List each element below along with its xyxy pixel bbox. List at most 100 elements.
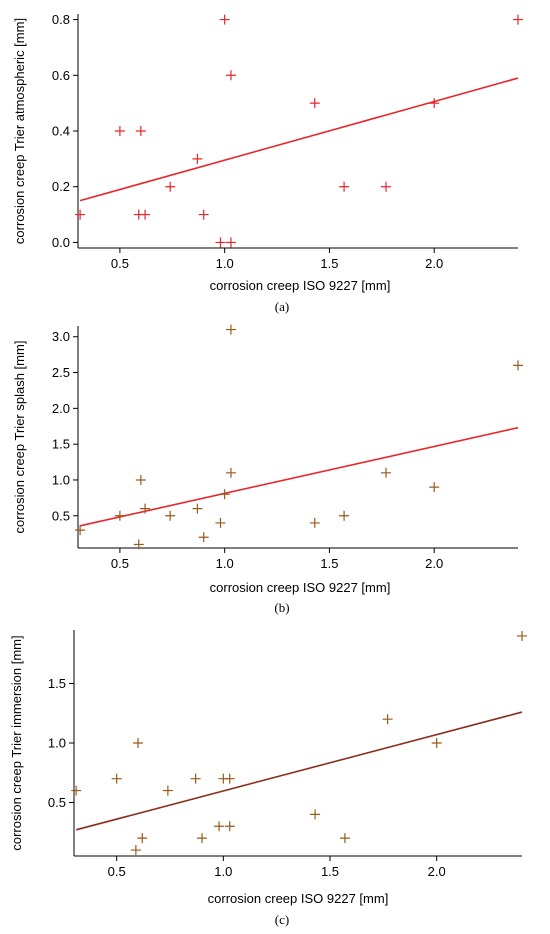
panel-c-y-axis-title: corrosion creep Trier immersion [mm]: [9, 635, 24, 850]
panel-a-y-tick-label-3: 0.6: [52, 68, 70, 83]
panel-a-y-tick-label-4: 0.8: [52, 12, 70, 27]
panel-b-y-tick-label-3: 2.0: [52, 401, 70, 416]
panel-c-data-point-1: [111, 773, 122, 784]
panel-c-label: (c): [275, 912, 289, 927]
panel-a-regression-line: [79, 77, 519, 202]
panel-b-y-tick-label-2: 1.5: [52, 437, 70, 452]
panel-b-data-point-5: [165, 510, 176, 521]
panel-a-data-point-12: [309, 98, 320, 109]
panel-b-y-tick-label-1: 1.0: [52, 472, 70, 487]
panel-b-data-point-3: [135, 474, 146, 485]
panel-c-data-point-10: [224, 773, 235, 784]
panel-c-fit: [75, 711, 523, 831]
panel-b-y-axis-title: corrosion creep Trier splash [mm]: [12, 341, 27, 534]
panel-c-data-point-6: [190, 773, 201, 784]
panel-a-fit: [79, 77, 519, 202]
panel-b-x-tick-label-1: 1.0: [216, 556, 234, 571]
panel-c-data-point-12: [310, 809, 321, 820]
panel-a-data-point-3: [135, 126, 146, 136]
panel-a-data-point-4: [140, 209, 151, 220]
panel-b-y-tick-label-5: 3.0: [52, 329, 70, 344]
panel-b-data-point-7: [198, 532, 209, 543]
panel-c-data-point-5: [162, 785, 173, 796]
panel-c-regression-line: [75, 711, 523, 831]
panel-b-data-point-13: [339, 510, 350, 521]
panel-b-data-point-2: [133, 539, 144, 550]
panel-a-data-point-14: [381, 181, 391, 192]
panel-a-y-tick-label-1: 0.2: [52, 179, 70, 194]
panel-c-data-point-4: [137, 833, 148, 844]
panel-a-points: [75, 14, 523, 248]
panel-c-data-point-7: [197, 833, 207, 844]
panel-c-data-point-0: [71, 785, 82, 796]
panel-a-data-point-1: [114, 126, 125, 136]
panel-a-x-tick-label-2: 1.5: [320, 256, 338, 271]
panel-a-data-point-16: [513, 14, 523, 25]
panel-b-fit: [79, 426, 519, 527]
panel-b-data-point-15: [429, 482, 440, 493]
panel-a-x-tick-label-3: 2.0: [425, 256, 443, 271]
panel-a-data-point-11: [225, 237, 236, 248]
panel-b-x-tick-label-0: 0.5: [111, 556, 129, 571]
panel-b-data-point-11: [225, 467, 236, 478]
panel-b-data-point-0: [75, 525, 86, 536]
panel-c-data-point-2: [130, 845, 141, 856]
panel-b-data-point-8: [215, 517, 226, 528]
panel-b-label: (b): [274, 600, 289, 615]
panel-b-x-tick-label-2: 1.5: [320, 556, 338, 571]
panel-a-x-axis-title: corrosion creep ISO 9227 [mm]: [210, 278, 391, 293]
panel-c-x-axis-title: corrosion creep ISO 9227 [mm]: [208, 891, 389, 906]
panel-a-data-point-8: [215, 237, 226, 248]
panel-a-data-point-15: [429, 98, 440, 109]
panel-c-y-tick-label-1: 1.0: [48, 736, 66, 751]
panel-b-data-point-16: [513, 360, 523, 371]
panel-c-data-point-8: [214, 821, 225, 832]
panel-c-x-tick-label-0: 0.5: [108, 864, 126, 879]
panel-a-y-tick-label-2: 0.4: [52, 124, 70, 139]
panel-a-data-point-7: [198, 209, 209, 220]
panel-c-y-tick-label-0: 0.5: [48, 795, 66, 810]
panel-c-y-tick-label-2: 1.5: [48, 676, 66, 691]
panel-a-y-axis-title: corrosion creep Trier atmospheric [mm]: [12, 18, 27, 244]
panel-a-ticks: 0.5 1.0 1.5 2.0 0.0 0.2 0.4 0.6 0.8: [52, 12, 443, 271]
panel-b-x-tick-label-3: 2.0: [425, 556, 443, 571]
panel-b-data-point-14: [381, 467, 391, 478]
panel-a-data-point-6: [192, 153, 203, 164]
panel-a-data-point-10: [225, 70, 236, 81]
panel-b: 0.5 1.0 1.5 2.0 0.5 1.0 1.5 2.0 2.5 3.0 corrosion…: [12, 324, 523, 615]
panel-b-data-point-10: [225, 324, 236, 335]
panel-b-data-point-1: [114, 510, 125, 521]
panel-a: 0.5 1.0 1.5 2.0 0.0 0.2 0.4 0.6 0.8 corrosion cr…: [12, 12, 523, 314]
panel-a-x-tick-label-0: 0.5: [111, 256, 129, 271]
panel-a-label: (a): [275, 299, 289, 314]
panel-b-points: [75, 324, 523, 550]
panel-c-data-point-14: [382, 714, 393, 725]
panel-c-data-point-3: [133, 738, 143, 748]
panel-b-y-tick-label-0: 0.5: [52, 508, 70, 523]
panel-a-y-tick-label-0: 0.0: [52, 235, 70, 250]
panel-c-data-point-16: [517, 630, 527, 641]
panel-b-data-point-12: [309, 517, 320, 528]
panel-c-x-tick-label-3: 2.0: [428, 864, 446, 879]
panel-c: 0.5 1.0 1.5 2.0 0.5 1.0 1.5 corrosion creep IS…: [9, 630, 527, 927]
panel-c-data-point-13: [339, 833, 350, 844]
panel-a-data-point-9: [219, 14, 230, 25]
panel-a-data-point-5: [165, 181, 176, 192]
panel-b-regression-line: [79, 426, 519, 527]
panel-c-x-tick-label-1: 1.0: [214, 864, 232, 879]
panel-c-x-tick-label-2: 1.5: [321, 864, 339, 879]
panel-c-ticks: 0.5 1.0 1.5 2.0 0.5 1.0 1.5: [48, 676, 446, 879]
panel-a-data-point-13: [339, 181, 350, 192]
panel-b-data-point-6: [192, 503, 203, 514]
panel-b-data-point-4: [140, 503, 151, 514]
panel-c-data-point-11: [224, 821, 235, 832]
panel-b-y-tick-label-4: 2.5: [52, 365, 70, 380]
panel-b-data-point-9: [219, 489, 230, 500]
panel-c-data-point-15: [431, 738, 442, 748]
panel-a-x-tick-label-1: 1.0: [216, 256, 234, 271]
panel-a-data-point-0: [75, 209, 86, 220]
panel-b-x-axis-title: corrosion creep ISO 9227 [mm]: [210, 580, 391, 595]
panel-b-ticks: 0.5 1.0 1.5 2.0 0.5 1.0 1.5 2.0 2.5 3.0: [52, 329, 443, 571]
panel-c-points: [71, 630, 527, 856]
